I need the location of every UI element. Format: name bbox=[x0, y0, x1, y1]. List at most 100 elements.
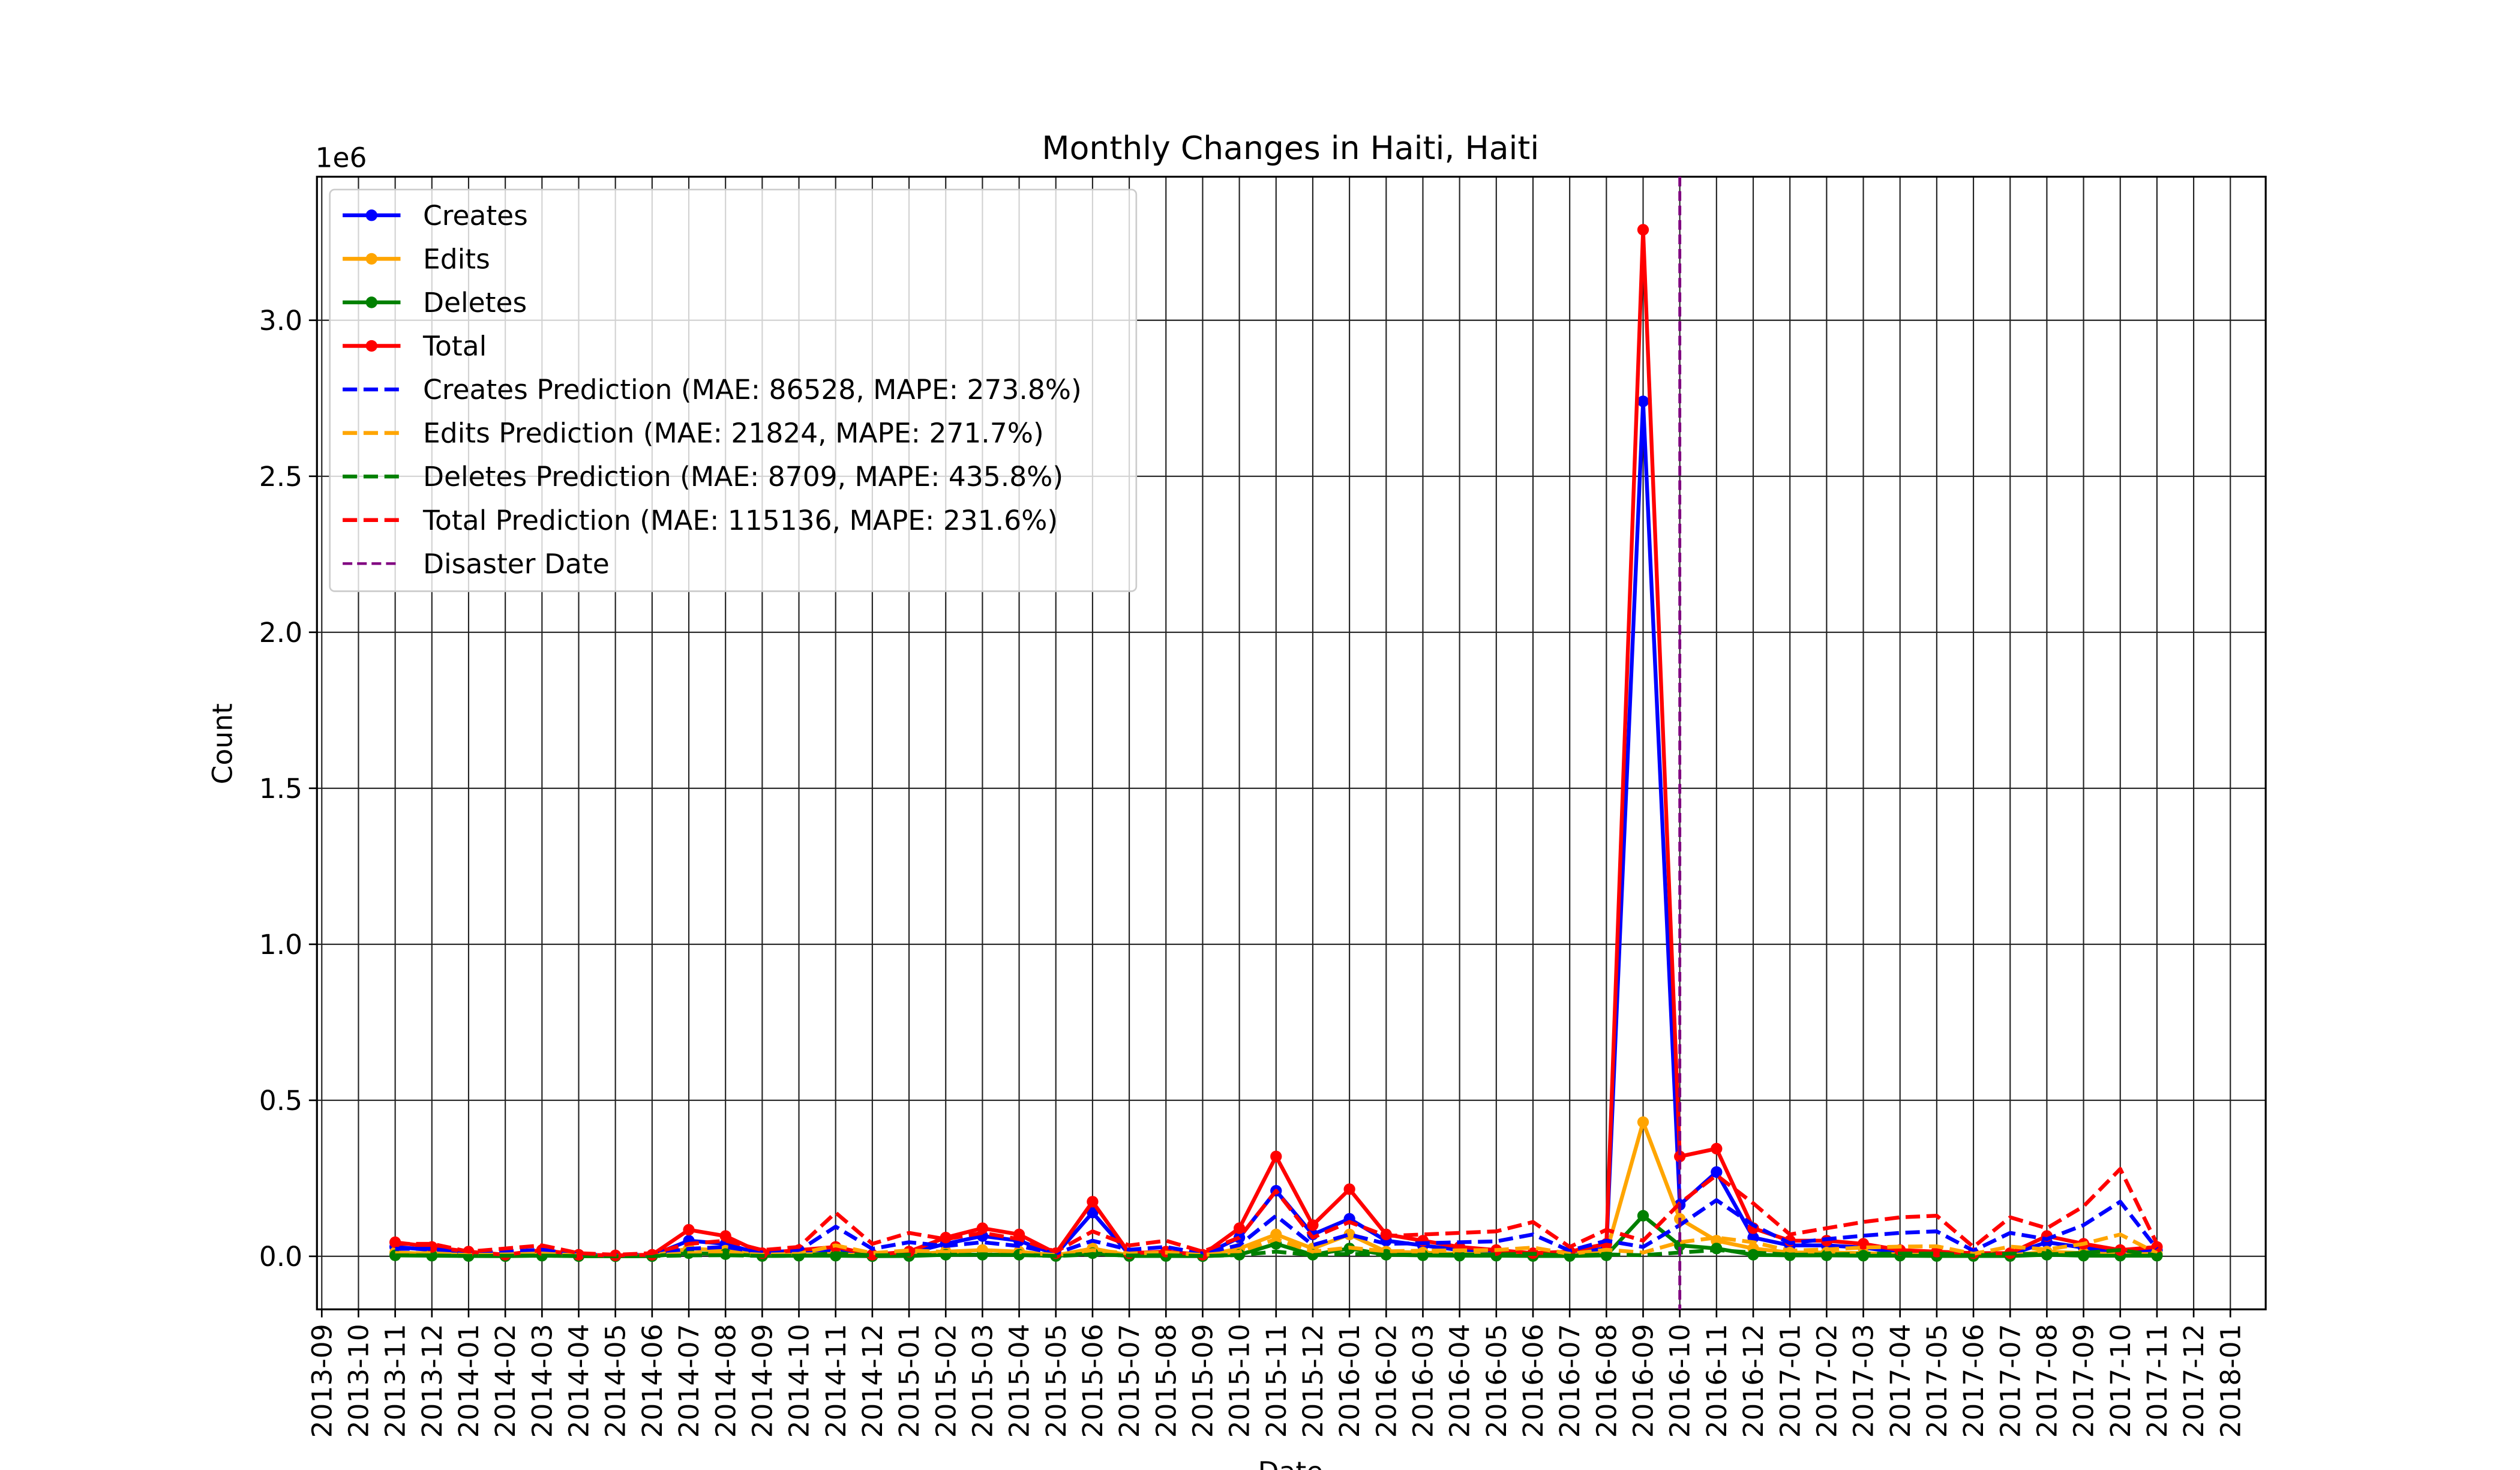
legend-label: Disaster Date bbox=[423, 548, 610, 580]
x-tick-label: 2015-10 bbox=[1224, 1324, 1256, 1438]
legend-label: Total Prediction (MAE: 115136, MAPE: 231… bbox=[422, 505, 1058, 536]
legend-label: Edits Prediction (MAE: 21824, MAPE: 271.… bbox=[423, 418, 1044, 449]
prediction-line bbox=[395, 1167, 2159, 1257]
x-tick-label: 2015-11 bbox=[1261, 1324, 1292, 1438]
data-point bbox=[1343, 1228, 1355, 1241]
x-tick-label: 2017-07 bbox=[1994, 1324, 2026, 1438]
x-tick-label: 2017-05 bbox=[1921, 1324, 1953, 1438]
legend-label: Deletes bbox=[423, 287, 527, 319]
x-tick-label: 2014-10 bbox=[784, 1324, 815, 1438]
legend-marker bbox=[365, 296, 377, 308]
x-tick-label: 2015-02 bbox=[930, 1324, 962, 1438]
legend-label: Total bbox=[422, 331, 487, 362]
x-tick-label: 2014-04 bbox=[563, 1324, 595, 1438]
x-axis-label: Date bbox=[1258, 1456, 1323, 1470]
y-tick-label: 0.0 bbox=[259, 1241, 302, 1273]
x-tick-label: 2016-03 bbox=[1408, 1324, 1439, 1438]
prediction-line bbox=[395, 1232, 2158, 1258]
data-point bbox=[1087, 1196, 1099, 1208]
x-tick-label: 2014-01 bbox=[453, 1324, 485, 1438]
x-tick-label: 2016-11 bbox=[1701, 1324, 1733, 1438]
x-tick-label: 2016-02 bbox=[1370, 1324, 1402, 1438]
y-tick-label: 1.5 bbox=[259, 773, 302, 805]
legend-label: Deletes Prediction (MAE: 8709, MAPE: 435… bbox=[423, 461, 1063, 493]
x-tick-label: 2015-09 bbox=[1187, 1324, 1219, 1438]
x-tick-label: 2013-10 bbox=[343, 1324, 375, 1438]
x-tick-label: 2017-10 bbox=[2105, 1324, 2137, 1438]
x-tick-label: 2016-12 bbox=[1738, 1324, 1769, 1438]
legend-marker bbox=[365, 209, 377, 221]
x-tick-label: 2014-07 bbox=[673, 1324, 705, 1438]
x-tick-label: 2016-10 bbox=[1664, 1324, 1696, 1438]
x-tick-label: 2017-08 bbox=[2031, 1324, 2063, 1438]
x-tick-label: 2017-12 bbox=[2178, 1324, 2210, 1438]
x-tick-label: 2015-06 bbox=[1077, 1324, 1109, 1438]
data-point bbox=[683, 1223, 695, 1236]
data-point bbox=[1674, 1150, 1686, 1163]
prediction-line bbox=[395, 1198, 2159, 1258]
data-point bbox=[976, 1222, 989, 1234]
x-tick-label: 2014-08 bbox=[710, 1324, 742, 1438]
x-tick-label: 2014-09 bbox=[746, 1324, 778, 1438]
x-tick-label: 2015-12 bbox=[1297, 1324, 1329, 1438]
data-point bbox=[1270, 1150, 1282, 1163]
x-tick-label: 2016-09 bbox=[1628, 1324, 1660, 1438]
x-tick-label: 2016-01 bbox=[1334, 1324, 1366, 1438]
legend-marker bbox=[365, 253, 377, 265]
data-point bbox=[1711, 1166, 1723, 1178]
x-tick-label: 2014-02 bbox=[490, 1324, 521, 1438]
x-tick-label: 2017-11 bbox=[2141, 1324, 2173, 1438]
y-tick-label: 2.5 bbox=[259, 461, 302, 493]
x-tick-label: 2016-04 bbox=[1444, 1324, 1476, 1438]
data-point bbox=[1087, 1207, 1099, 1219]
data-point bbox=[1343, 1183, 1355, 1195]
plot-frame bbox=[316, 175, 2267, 1310]
data-point bbox=[1857, 1238, 1870, 1250]
x-tick-label: 2014-11 bbox=[820, 1324, 852, 1438]
x-tick-label: 2015-04 bbox=[1004, 1324, 1036, 1438]
prediction-line bbox=[395, 1248, 2158, 1258]
x-tick-label: 2017-04 bbox=[1885, 1324, 1916, 1438]
x-tick-label: 2018-01 bbox=[2215, 1324, 2246, 1438]
x-tick-label: 2017-09 bbox=[2068, 1324, 2100, 1438]
x-tick-label: 2017-06 bbox=[1958, 1324, 1990, 1438]
x-tick-label: 2015-07 bbox=[1114, 1324, 1145, 1438]
y-tick-label: 2.0 bbox=[259, 617, 302, 649]
legend-label: Creates bbox=[423, 200, 528, 232]
data-point bbox=[1270, 1228, 1282, 1241]
x-tick-label: 2016-08 bbox=[1591, 1324, 1622, 1438]
data-point bbox=[1454, 1250, 1466, 1262]
legend: Creates Edits Deletes Total Creates Predicti… bbox=[329, 188, 1138, 592]
data-point bbox=[1637, 224, 1649, 236]
y-tick-label: 0.5 bbox=[259, 1085, 302, 1117]
x-tick-label: 2014-05 bbox=[600, 1324, 632, 1438]
data-point bbox=[1711, 1142, 1723, 1155]
x-tick-label: 2014-03 bbox=[526, 1324, 558, 1438]
x-tick-label: 2017-02 bbox=[1811, 1324, 1843, 1438]
x-tick-label: 2015-05 bbox=[1040, 1324, 1072, 1438]
data-point bbox=[1637, 395, 1649, 407]
data-point bbox=[1307, 1219, 1319, 1231]
x-tick-label: 2016-06 bbox=[1517, 1324, 1549, 1438]
x-tick-label: 2016-05 bbox=[1481, 1324, 1513, 1438]
data-point bbox=[1637, 1116, 1649, 1128]
data-point bbox=[1233, 1222, 1246, 1234]
y-tick-label: 1.0 bbox=[259, 929, 302, 961]
chart-title: Monthly Changes in Haiti, Haiti bbox=[1042, 129, 1539, 167]
y-tick-label: 3.0 bbox=[259, 305, 302, 337]
x-tick-label: 2013-11 bbox=[380, 1324, 412, 1438]
x-tick-label: 2017-01 bbox=[1774, 1324, 1806, 1438]
x-tick-label: 2015-08 bbox=[1150, 1324, 1182, 1438]
y-axis-label: Count bbox=[206, 703, 238, 784]
legend-marker bbox=[365, 340, 377, 352]
x-tick-label: 2013-12 bbox=[416, 1324, 448, 1438]
legend-box bbox=[329, 188, 1138, 592]
x-tick-label: 2016-07 bbox=[1554, 1324, 1586, 1438]
legend-label: Creates Prediction (MAE: 86528, MAPE: 27… bbox=[423, 374, 1082, 406]
y-offset-label: 1e6 bbox=[316, 142, 367, 173]
x-tick-label: 2014-12 bbox=[857, 1324, 889, 1438]
x-tick-label: 2013-09 bbox=[306, 1324, 338, 1438]
x-tick-label: 2015-03 bbox=[967, 1324, 998, 1438]
